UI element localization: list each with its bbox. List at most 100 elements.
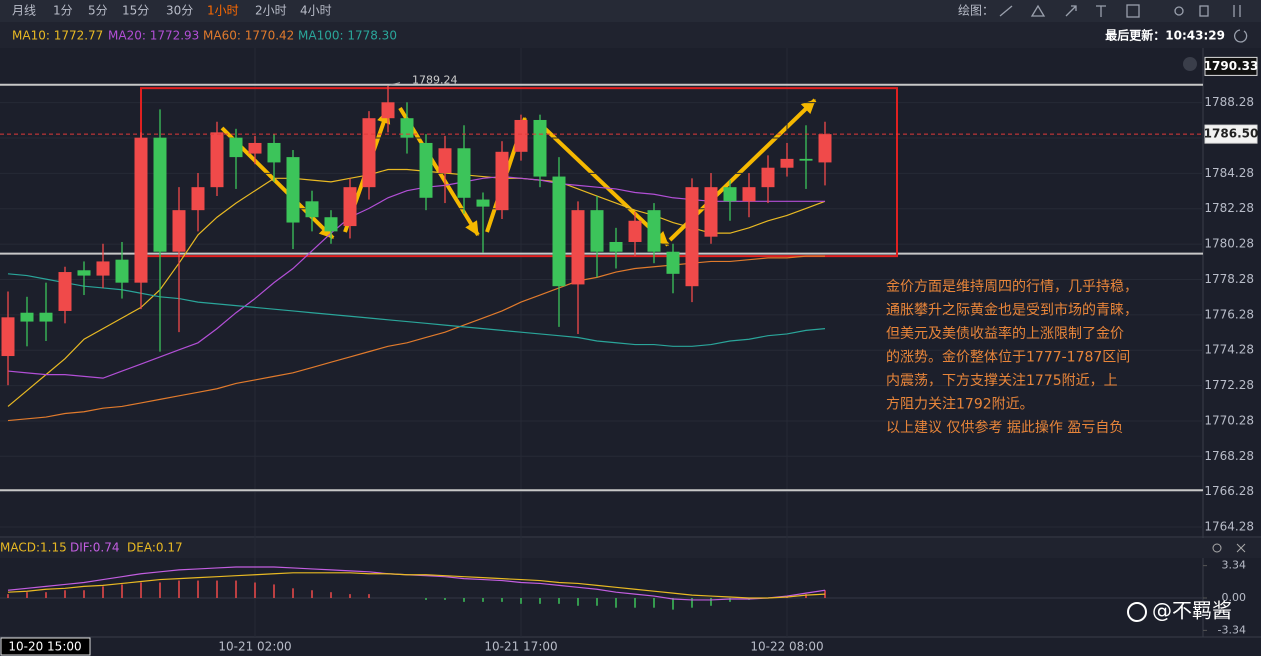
macd-icons <box>1212 543 1246 553</box>
price-tag <box>1204 56 1258 76</box>
annotation-text: 的涨势。金价整体位于1777-1787区间 <box>886 350 1130 366</box>
annotation-text: 但美元及美债收益率的上涨限制了金价 <box>886 325 1124 342</box>
price-tag <box>1204 124 1258 144</box>
high-marker <box>387 82 401 87</box>
macd-legend: DIF:0.74 <box>70 541 120 555</box>
candle-body <box>153 137 167 252</box>
candle-body <box>58 272 72 311</box>
legend-entry: MA20: 1772.93 <box>108 29 199 43</box>
tool-text[interactable] <box>1096 5 1106 17</box>
legend-bg <box>0 22 1261 48</box>
candle-body <box>96 261 110 276</box>
timeframe-button[interactable]: 2小时 <box>255 4 287 18</box>
candle-body <box>229 137 243 158</box>
macd-legend: DEA:0.17 <box>127 541 183 555</box>
x-tick-label: 10-21 17:00 <box>484 640 557 654</box>
candle-body <box>723 187 737 202</box>
draw-tools <box>999 4 1248 43</box>
candle-body <box>172 210 186 252</box>
candle-body <box>115 259 129 283</box>
y-tick-label: 1784.28 <box>1204 166 1254 180</box>
price-tag-label: 1790.33 <box>1204 59 1259 73</box>
candle-body <box>362 118 376 188</box>
candle-body <box>20 312 34 322</box>
toolbar-bg <box>0 0 1261 22</box>
settings-icon[interactable] <box>1212 543 1222 553</box>
annotation-text: 金价方面是维持周四的行情，几乎持稳， <box>886 279 1138 295</box>
alert-icon[interactable] <box>1183 57 1197 71</box>
refresh[interactable] <box>1234 29 1248 43</box>
candle-body <box>438 148 452 174</box>
candle-body <box>590 210 604 252</box>
candle-body <box>799 158 813 161</box>
tool-box[interactable] <box>1126 4 1140 18</box>
macd-legend: MACD:1.15 <box>0 541 67 555</box>
y-tick-label: 0.00 <box>1222 591 1247 604</box>
tool-triangle[interactable] <box>1030 4 1046 17</box>
y-tick-label: 1772.28 <box>1204 378 1254 392</box>
timeframe-button[interactable]: 15分 <box>122 4 149 18</box>
x-tick-label: 10-21 02:00 <box>218 640 291 654</box>
legend-entry: MA100: 1778.30 <box>298 29 397 43</box>
last-update: 最后更新：10:43:29 <box>1105 28 1225 43</box>
candle-body <box>1 317 15 357</box>
draw-label: 绘图： <box>958 3 994 18</box>
candle-body <box>191 187 205 211</box>
annotation-text: 通胀攀升之际黄金也是受到市场的青睐， <box>886 302 1138 319</box>
tool-eye[interactable] <box>1174 6 1184 16</box>
y-tick-label: 1782.28 <box>1204 201 1254 215</box>
timeframe-button[interactable]: 4小时 <box>300 4 332 18</box>
candle-body <box>552 176 566 287</box>
tool-arrow[interactable] <box>1065 5 1077 17</box>
timeframe-button[interactable]: 30分 <box>166 4 193 18</box>
annotation-text: 以上建议 仅供参考 据此操作 盈亏自负 <box>886 419 1123 436</box>
annotation-text: 方阻力关注1792附近。 <box>886 397 1034 413</box>
candle-body <box>267 142 281 163</box>
high-label: 1789.24 <box>412 74 458 87</box>
y-tick-label: 1768.28 <box>1204 449 1254 463</box>
candle-body <box>780 158 794 168</box>
candle-body <box>761 167 775 188</box>
watermark: @不羁酱 <box>1152 599 1232 623</box>
price-tag-label: 1786.50 <box>1204 127 1259 141</box>
candle-body <box>666 251 680 274</box>
legend-entry: MA10: 1772.77 <box>12 29 103 43</box>
candle-body <box>533 119 547 177</box>
candle-body <box>77 270 91 276</box>
candle-body <box>381 102 395 119</box>
legend-entry: MA60: 1770.42 <box>203 29 294 43</box>
tool-pin[interactable] <box>1233 5 1241 17</box>
y-tick-label: 1774.28 <box>1204 343 1254 357</box>
y-tick-label: 1776.28 <box>1204 307 1254 321</box>
candle-body <box>210 132 224 188</box>
candle-body <box>248 142 262 154</box>
y-tick-label: 1778.28 <box>1204 272 1254 286</box>
y-tick-label: -3.34 <box>1218 623 1246 636</box>
y-tick-label: 1770.28 <box>1204 413 1254 427</box>
timeframe-button[interactable]: 5分 <box>88 4 108 18</box>
candle-body <box>419 142 433 198</box>
arrow-head <box>465 220 479 236</box>
timeframe-button[interactable]: 月线 <box>12 4 36 18</box>
candle-body <box>305 201 319 218</box>
y-tick-label: 1766.28 <box>1204 484 1254 498</box>
close-icon[interactable] <box>1236 543 1246 553</box>
timeframe-button[interactable]: 1小时 <box>207 4 239 18</box>
crosshair-box <box>0 637 91 656</box>
candle-body <box>343 187 357 227</box>
candle-body <box>495 151 509 211</box>
candle-body <box>628 220 642 242</box>
tool-line[interactable] <box>999 5 1013 17</box>
watermark-logo <box>1127 602 1147 622</box>
y-tick-label: 1788.28 <box>1204 95 1254 109</box>
candle-body <box>286 157 300 223</box>
candle-body <box>818 134 832 163</box>
tool-trash[interactable] <box>1199 5 1209 17</box>
candle-body <box>647 210 661 252</box>
ma-line <box>7 273 826 347</box>
annotation-text: 内震荡，下方支撑关注1775附近，上 <box>886 373 1118 389</box>
timeframe-button[interactable]: 1分 <box>53 4 73 18</box>
candle-body <box>457 148 471 198</box>
trend-arrow <box>536 120 670 247</box>
